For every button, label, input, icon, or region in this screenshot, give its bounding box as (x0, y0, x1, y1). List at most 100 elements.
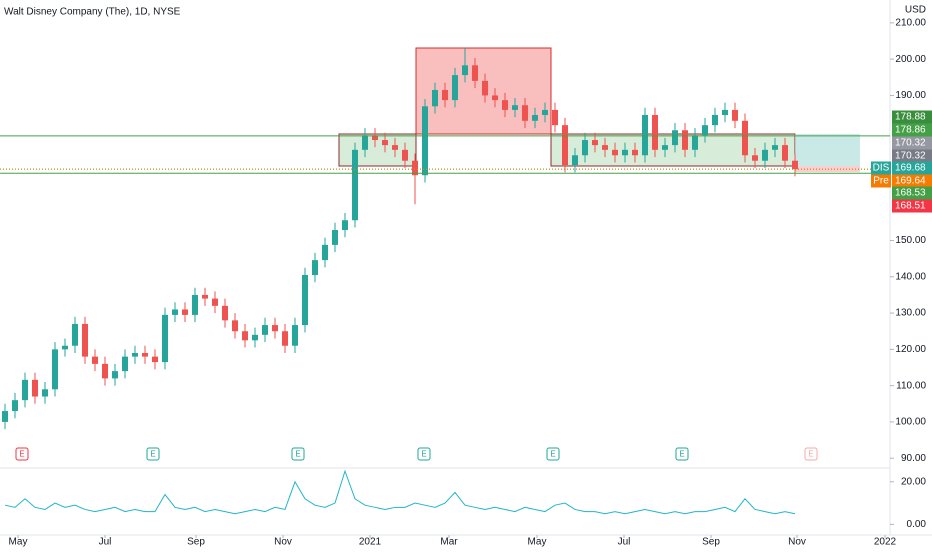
candle-body (142, 352, 148, 357)
candle-body (382, 140, 388, 146)
price-label-box (892, 186, 932, 200)
candle-body (612, 149, 618, 156)
x-tick-label: May (9, 537, 28, 548)
candle-body (732, 109, 738, 121)
candle-body (672, 130, 678, 146)
x-tick-label: May (528, 537, 547, 548)
y-tick-label: 110.00 (896, 380, 926, 391)
chart-title: Walt Disney Company (The), 1D, NYSE (4, 7, 181, 18)
candle-body (502, 100, 508, 110)
candle-body (292, 325, 298, 346)
currency: USD (905, 5, 926, 16)
candle-body (272, 325, 278, 332)
y-tick-label: 200.00 (895, 54, 926, 65)
candle-body (62, 345, 68, 350)
candle-body (632, 149, 638, 156)
candle-body (92, 356, 98, 364)
x-tick-label: Nov (274, 537, 292, 548)
price-label: 170.32 (895, 151, 926, 162)
y-tick-label: 150.00 (895, 235, 926, 246)
earnings-label: E (808, 450, 813, 459)
earnings-label: E (421, 450, 426, 459)
y-tick-label: 120.00 (895, 344, 926, 355)
price-tag-box (871, 174, 891, 188)
candle-body (172, 309, 178, 315)
candle-body (242, 331, 248, 341)
candle-body (772, 145, 778, 150)
candle-body (712, 115, 718, 126)
candle-body (112, 371, 118, 379)
price-tag: DIS (873, 163, 890, 174)
candle-body (332, 230, 338, 245)
earnings-marker (546, 447, 560, 461)
candle-body (52, 349, 58, 390)
candle-body (682, 130, 688, 150)
price-label: 178.88 (895, 112, 926, 123)
candle-body (522, 105, 528, 121)
x-tick-label: Mar (440, 537, 458, 548)
price-label-box (892, 174, 932, 188)
candle-body (662, 145, 668, 150)
candle-body (252, 334, 258, 341)
price-label-box (892, 199, 932, 213)
y-tick-label: 130.00 (895, 308, 926, 319)
candle-body (132, 352, 138, 357)
price-tag-box (871, 161, 891, 175)
candle-body (472, 65, 478, 81)
y-tick-label: 190.00 (895, 90, 926, 101)
candle-body (782, 145, 788, 161)
candle-body (422, 106, 428, 176)
price-label: 168.51 (895, 201, 926, 212)
candle-body (32, 379, 38, 397)
y2-tick-label: 20.00 (901, 476, 926, 487)
y-tick-label: 90.00 (901, 453, 926, 464)
candle-body (72, 323, 78, 346)
candle-body (552, 109, 558, 126)
earnings-label: E (150, 450, 155, 459)
candle-body (392, 145, 398, 150)
price-label: 178.86 (895, 125, 926, 136)
x-tick-label: Sep (702, 537, 720, 548)
earnings-marker (417, 447, 431, 461)
candle-body (752, 155, 758, 161)
x-tick-label: Nov (788, 537, 806, 548)
price-label: 170.32 (895, 138, 926, 149)
candle-body (402, 149, 408, 161)
candle-body (562, 125, 568, 166)
volume-line (4, 469, 796, 515)
x-tick-label: Sep (187, 537, 205, 548)
x-tick-label: Jul (618, 537, 631, 548)
earnings-marker (804, 447, 818, 461)
candle-body (342, 220, 348, 231)
candle-body (542, 109, 548, 116)
candle-body (532, 115, 538, 121)
price-label: 169.64 (895, 176, 926, 187)
candle-body (232, 320, 238, 332)
earnings-marker (15, 447, 29, 461)
price-label-box (892, 123, 932, 137)
candle-body (722, 109, 728, 116)
projection-box (795, 166, 860, 172)
candle-body (792, 160, 798, 170)
y-tick-label: 210.00 (895, 17, 926, 28)
candle-body (352, 149, 358, 221)
candle-body (2, 411, 8, 422)
candle-body (412, 160, 418, 176)
candle-body (202, 294, 208, 299)
candle-body (82, 323, 88, 357)
price-label-box (892, 149, 932, 163)
candle-body (192, 294, 198, 315)
earnings-label: E (295, 450, 300, 459)
candle-body (322, 244, 328, 261)
candle-body (22, 379, 28, 401)
candle-body (512, 105, 518, 110)
x-tick-label: Jul (99, 537, 112, 548)
candle-body (762, 149, 768, 161)
candle-body (692, 135, 698, 150)
price-label-box (892, 161, 932, 175)
candle-body (592, 140, 598, 146)
projection-box (795, 134, 860, 166)
candle-body (222, 305, 228, 321)
x-tick-label: 2021 (359, 537, 382, 548)
price-label: 169.68 (895, 163, 926, 174)
